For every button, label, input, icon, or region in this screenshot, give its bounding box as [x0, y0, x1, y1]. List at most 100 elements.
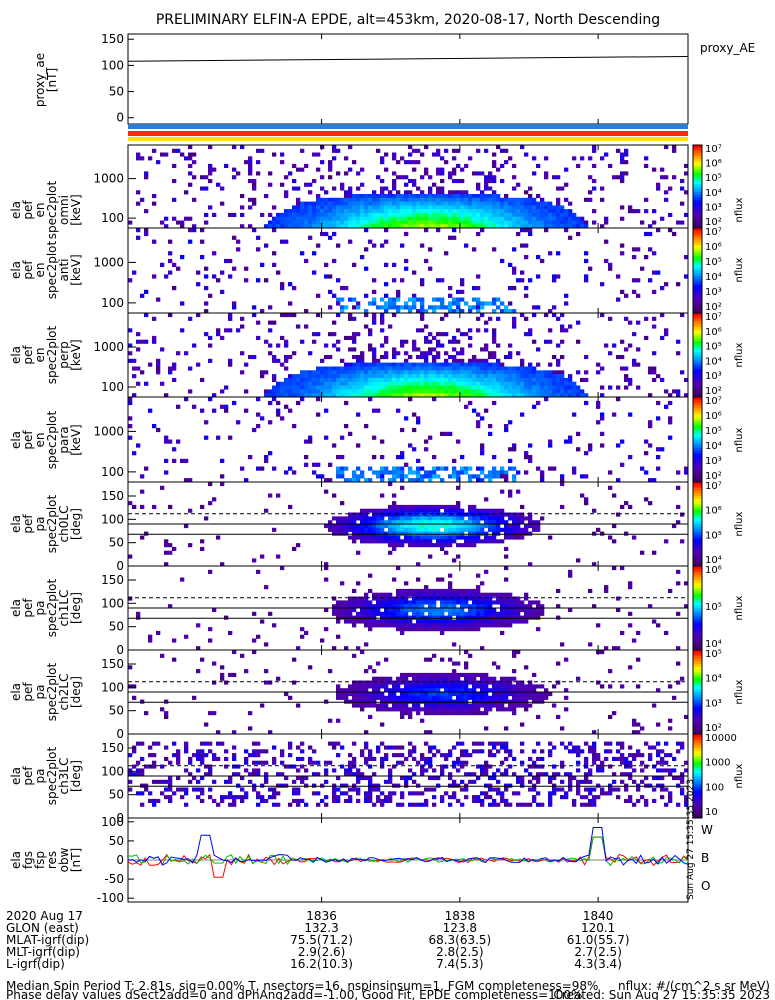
spectrogram-cell	[516, 182, 521, 187]
spectrogram-cell	[476, 588, 481, 593]
spectrogram-cell	[348, 608, 353, 613]
spectrogram-cell	[340, 615, 345, 620]
spectrogram-cell	[540, 381, 545, 386]
spectrogram-cell	[496, 592, 501, 597]
spectrogram-cell	[224, 749, 229, 754]
spectrogram-cell	[472, 205, 477, 210]
spectrogram-cell	[516, 512, 521, 517]
spectrogram-cell	[528, 516, 533, 521]
spectrogram-cell	[384, 688, 389, 693]
spectrogram-cell	[380, 531, 385, 536]
spectrogram-cell	[296, 646, 301, 651]
spectrogram-cell	[512, 270, 517, 275]
spectrogram-cell	[428, 339, 433, 344]
spectrogram-cell	[292, 389, 297, 394]
spectrogram-cell	[468, 672, 473, 677]
y-tick-label: 1000	[93, 172, 124, 186]
spectrogram-cell	[404, 680, 409, 685]
spectrogram-cell	[428, 504, 433, 509]
spectrogram-cell	[320, 220, 325, 225]
spectrogram-cell	[456, 588, 461, 593]
spectrogram-cell	[448, 512, 453, 517]
spectrogram-cell	[408, 535, 413, 540]
spectrogram-cell	[556, 186, 561, 191]
spectrogram-cell	[392, 707, 397, 712]
y-axis-label-word: en	[33, 433, 47, 448]
spectrogram-cell	[332, 443, 337, 448]
spectrogram-cell	[448, 504, 453, 509]
spectrogram-cell	[440, 577, 445, 582]
spectrogram-cell	[572, 156, 577, 161]
spectrogram-cell	[288, 313, 293, 318]
spectrogram-cell	[372, 520, 377, 525]
spectrogram-cell	[392, 611, 397, 616]
spectrogram-cell	[268, 305, 273, 310]
spectrogram-cell	[168, 366, 173, 371]
spectrogram-cell	[488, 194, 493, 199]
spectrogram-cell	[616, 596, 621, 601]
spectrogram-cell	[404, 266, 409, 271]
spectrogram-cell	[504, 393, 509, 398]
spectrogram-cell	[156, 779, 161, 784]
spectrogram-cell	[396, 194, 401, 199]
spectrogram-cell	[220, 458, 225, 463]
spectrogram-cell	[320, 216, 325, 221]
spectrogram-cell	[424, 516, 429, 521]
spectrogram-cell	[352, 335, 357, 340]
spectrogram-cell	[388, 297, 393, 302]
spectrogram-cell	[556, 661, 561, 666]
spectrogram-cell	[340, 186, 345, 191]
spectrogram-cell	[412, 381, 417, 386]
spectrogram-cell	[380, 343, 385, 348]
spectrogram-cell	[212, 274, 217, 279]
spectrogram-7	[128, 650, 689, 735]
spectrogram-cell	[384, 282, 389, 287]
spectrogram-cell	[476, 524, 481, 529]
spectrogram-cell	[188, 216, 193, 221]
spectrogram-cell	[188, 163, 193, 168]
spectrogram-cell	[456, 504, 461, 509]
spectrogram-cell	[504, 427, 509, 433]
spectrogram-cell	[224, 795, 229, 800]
spectrogram-cell	[408, 374, 413, 379]
spectrogram-cell	[396, 596, 401, 601]
spectrogram-cell	[644, 197, 649, 202]
spectrogram-cell	[500, 692, 505, 697]
spectrogram-cell	[240, 194, 245, 199]
spectrogram-cell	[368, 216, 373, 221]
spectrogram-cell	[652, 167, 657, 172]
spectrogram-cell	[464, 676, 469, 681]
spectrogram-cell	[656, 455, 661, 460]
spectrogram-cell	[424, 339, 429, 344]
spectrogram-cell	[632, 638, 637, 643]
spectrogram-cell	[520, 684, 525, 689]
spectrogram-cell	[212, 779, 217, 784]
spectrogram-cell	[460, 455, 465, 460]
spectrogram-cell	[420, 389, 425, 394]
spectrogram-cell	[584, 370, 589, 375]
spectrogram-cell	[400, 692, 405, 697]
spectrogram-cell	[232, 753, 237, 758]
spectrogram-cell	[200, 539, 205, 544]
spectrogram-cell	[436, 355, 441, 360]
spectrogram-cell	[412, 305, 417, 310]
colorbar-tick-label: 10⁵	[705, 257, 722, 268]
spectrogram-cell	[456, 596, 461, 601]
spectrogram-cell	[480, 672, 485, 677]
spectrogram-cell	[464, 661, 469, 666]
y-tick-label: 50	[109, 85, 124, 99]
spectrogram-cell	[404, 611, 409, 616]
colorbar-swatch	[693, 459, 702, 463]
spectrogram-cell	[500, 600, 505, 605]
spectrogram-cell	[416, 309, 421, 314]
spectrogram-cell	[348, 516, 353, 521]
spectrogram-cell	[496, 224, 501, 229]
spectrogram-cell	[440, 546, 445, 551]
spectrogram-cell	[452, 535, 457, 540]
spectrogram-cell	[284, 209, 289, 214]
spectrogram-cell	[324, 216, 329, 221]
spectrogram-cell	[396, 611, 401, 616]
spectrogram-cell	[384, 619, 389, 624]
spectrogram-cell	[512, 474, 517, 479]
spectrogram-cell	[480, 358, 485, 363]
